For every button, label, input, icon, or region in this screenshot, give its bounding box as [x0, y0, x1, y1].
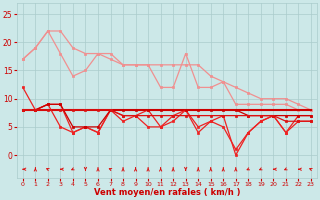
X-axis label: Vent moyen/en rafales ( km/h ): Vent moyen/en rafales ( km/h ) — [94, 188, 240, 197]
